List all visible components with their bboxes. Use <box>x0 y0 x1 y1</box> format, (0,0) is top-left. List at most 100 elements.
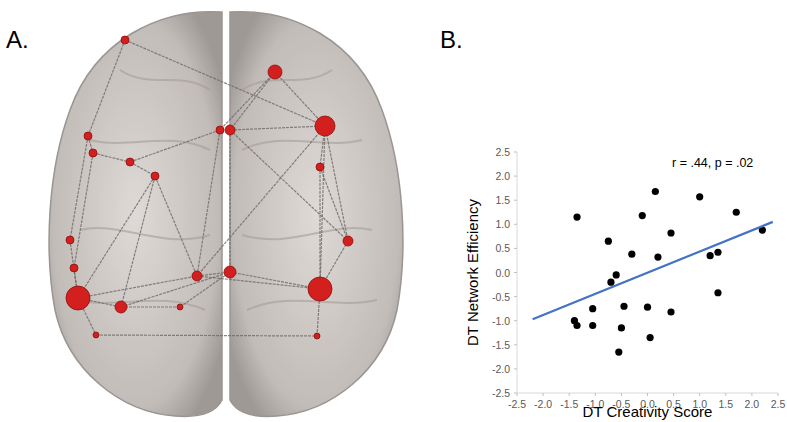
point <box>696 193 703 200</box>
node <box>216 126 224 134</box>
connection <box>319 167 320 289</box>
point <box>639 212 646 219</box>
x-tick <box>725 393 726 396</box>
point <box>615 348 622 355</box>
node <box>84 132 92 140</box>
gyrus <box>247 300 377 310</box>
point <box>605 238 612 245</box>
point <box>652 188 659 195</box>
panel-label: B. <box>440 26 463 53</box>
figure: A.B.-2.5-2.0-1.5-1.0-0.50.00.51.01.52.02… <box>0 0 787 422</box>
gyrus <box>120 70 210 90</box>
panel-label: A. <box>6 26 29 53</box>
gyrus <box>242 228 372 239</box>
point <box>733 209 740 216</box>
x-tick-label: -2.0 <box>534 398 552 410</box>
y-tick <box>514 176 517 177</box>
connection <box>230 72 275 130</box>
node <box>314 333 320 339</box>
plot-area <box>533 188 773 356</box>
y-tick-label: -2.0 <box>492 363 510 375</box>
point <box>667 229 674 236</box>
x-tick <box>621 393 622 396</box>
node <box>308 277 332 301</box>
point <box>589 322 596 329</box>
y-tick-label: 1.0 <box>495 218 510 230</box>
right-hemisphere <box>230 12 403 417</box>
node <box>93 332 99 338</box>
point <box>573 322 580 329</box>
node <box>115 301 127 313</box>
connection <box>130 130 220 162</box>
y-tick <box>514 344 517 345</box>
x-tick <box>751 393 752 396</box>
x-tick <box>543 393 544 396</box>
y-tick <box>514 272 517 273</box>
point <box>607 279 614 286</box>
point <box>647 334 654 341</box>
connection <box>88 40 125 136</box>
node <box>89 149 97 157</box>
connection <box>121 306 180 307</box>
node <box>121 36 129 44</box>
node <box>225 125 235 135</box>
node <box>343 236 353 246</box>
connection <box>197 276 320 289</box>
node <box>66 236 74 244</box>
y-tick-label: -2.5 <box>492 387 510 399</box>
node <box>66 286 90 310</box>
x-axis-label: DT Creativity Score <box>583 403 713 420</box>
y-tick-label: 2.5 <box>495 146 510 158</box>
connection <box>74 153 93 268</box>
connection <box>93 153 130 162</box>
point <box>714 289 721 296</box>
connection <box>325 126 348 241</box>
point <box>589 305 596 312</box>
trend-line <box>533 222 773 319</box>
y-tick <box>514 152 517 153</box>
point <box>628 251 635 258</box>
point <box>644 304 651 311</box>
y-tick-label: 0.0 <box>495 267 510 279</box>
point <box>620 303 627 310</box>
x-tick-label: 1.5 <box>718 398 733 410</box>
point <box>707 252 714 259</box>
node <box>192 271 202 281</box>
x-tick <box>778 393 779 396</box>
node <box>224 266 236 278</box>
x-tick <box>673 393 674 396</box>
y-tick <box>514 200 517 201</box>
connection <box>230 130 348 241</box>
connection <box>220 72 275 130</box>
connection <box>155 176 197 276</box>
connection <box>78 276 197 298</box>
gyrus <box>242 70 332 90</box>
connection <box>70 136 88 240</box>
x-tick <box>647 393 648 396</box>
point <box>613 271 620 278</box>
connection <box>320 126 325 289</box>
connection <box>229 130 230 272</box>
connection <box>230 126 325 130</box>
node <box>316 163 324 171</box>
y-tick-label: 2.0 <box>495 170 510 182</box>
connection <box>275 72 325 126</box>
annotation: r = .44, p = .02 <box>672 156 753 170</box>
brain-illustration <box>49 12 403 417</box>
x-tick-label: 2.5 <box>771 398 786 410</box>
node <box>70 264 78 272</box>
x-tick <box>595 393 596 396</box>
point <box>654 253 661 260</box>
connection <box>78 176 155 298</box>
point <box>714 249 721 256</box>
connection <box>96 335 317 336</box>
y-tick-label: 0.5 <box>495 242 510 254</box>
point <box>667 308 674 315</box>
node <box>177 304 183 310</box>
y-tick-label: -1.5 <box>492 339 510 351</box>
x-tick <box>569 393 570 396</box>
y-tick-label: -0.5 <box>492 291 510 303</box>
left-hemisphere <box>49 12 222 417</box>
y-tick <box>514 393 517 394</box>
y-tick <box>514 248 517 249</box>
